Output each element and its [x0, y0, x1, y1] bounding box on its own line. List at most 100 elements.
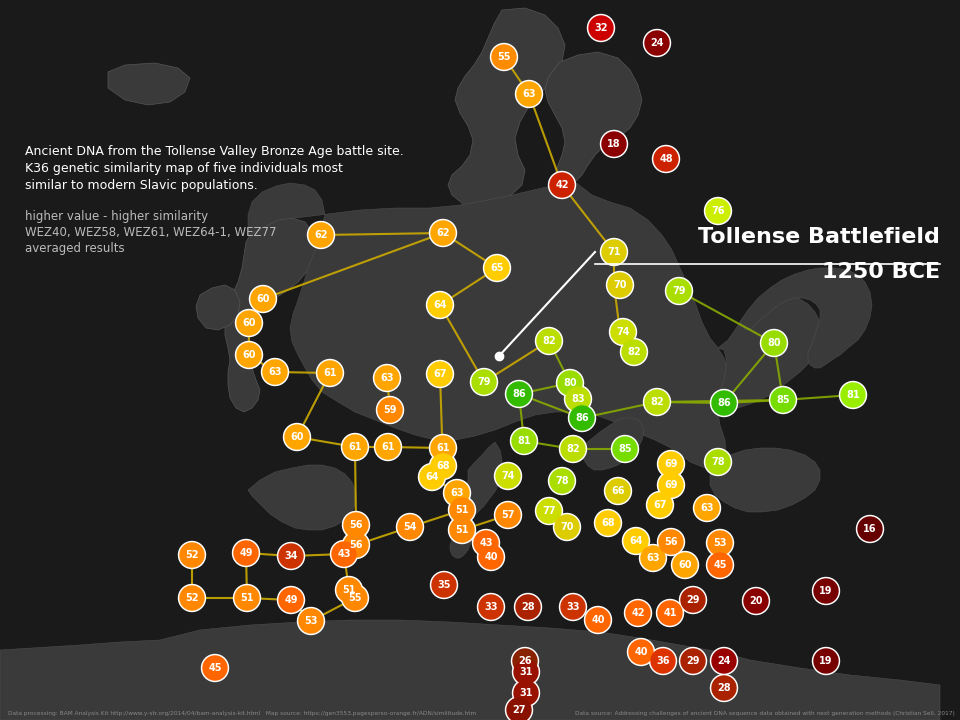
- Circle shape: [839, 382, 867, 408]
- Circle shape: [554, 513, 581, 541]
- Circle shape: [307, 222, 334, 248]
- Circle shape: [514, 681, 538, 705]
- Circle shape: [588, 14, 614, 42]
- Circle shape: [762, 331, 786, 355]
- Circle shape: [566, 387, 590, 411]
- Circle shape: [536, 498, 563, 524]
- Circle shape: [555, 515, 579, 539]
- Circle shape: [507, 382, 531, 406]
- Circle shape: [235, 586, 259, 610]
- Circle shape: [279, 544, 303, 568]
- Text: 64: 64: [433, 300, 446, 310]
- Circle shape: [279, 588, 303, 612]
- Circle shape: [858, 517, 882, 541]
- Circle shape: [479, 545, 503, 569]
- Circle shape: [426, 361, 453, 387]
- Circle shape: [516, 81, 542, 107]
- Text: 78: 78: [711, 457, 725, 467]
- Circle shape: [448, 497, 475, 523]
- Circle shape: [180, 543, 204, 567]
- Circle shape: [658, 472, 684, 498]
- Text: 42: 42: [632, 608, 645, 618]
- Circle shape: [561, 595, 585, 619]
- Circle shape: [610, 318, 636, 346]
- Circle shape: [856, 516, 883, 542]
- Circle shape: [450, 518, 474, 542]
- Circle shape: [585, 606, 612, 634]
- Circle shape: [299, 609, 323, 633]
- Circle shape: [343, 531, 370, 559]
- Circle shape: [841, 383, 865, 407]
- Circle shape: [277, 542, 304, 570]
- Circle shape: [430, 572, 458, 598]
- Text: 20: 20: [749, 596, 763, 606]
- Circle shape: [658, 601, 682, 625]
- Circle shape: [309, 223, 333, 247]
- Text: 24: 24: [650, 38, 663, 48]
- Text: 40: 40: [591, 615, 605, 625]
- Circle shape: [250, 286, 276, 312]
- Text: 59: 59: [383, 405, 396, 415]
- Circle shape: [330, 541, 357, 567]
- Circle shape: [641, 546, 665, 570]
- Polygon shape: [448, 8, 565, 288]
- Text: K36 genetic similarity map of five individuals most: K36 genetic similarity map of five indiv…: [25, 162, 343, 175]
- Text: 34: 34: [284, 551, 298, 561]
- Text: 53: 53: [304, 616, 318, 626]
- Circle shape: [560, 593, 587, 621]
- Text: 70: 70: [561, 522, 574, 532]
- Circle shape: [695, 496, 719, 520]
- Circle shape: [429, 434, 457, 462]
- Circle shape: [605, 477, 632, 505]
- Text: 31: 31: [519, 688, 533, 698]
- Text: WEZ40, WEZ58, WEZ61, WEZ64-1, WEZ77: WEZ40, WEZ58, WEZ61, WEZ64-1, WEZ77: [25, 226, 276, 239]
- Text: 60: 60: [242, 350, 255, 360]
- Circle shape: [506, 380, 533, 408]
- Text: 52: 52: [185, 593, 199, 603]
- Circle shape: [550, 469, 574, 493]
- Circle shape: [513, 659, 540, 685]
- Circle shape: [812, 647, 839, 675]
- Circle shape: [814, 649, 838, 673]
- Text: 60: 60: [256, 294, 270, 304]
- Circle shape: [665, 277, 692, 305]
- Circle shape: [564, 385, 591, 413]
- Text: 81: 81: [846, 390, 860, 400]
- Circle shape: [673, 553, 697, 577]
- Text: 82: 82: [650, 397, 663, 407]
- Circle shape: [419, 464, 445, 490]
- Circle shape: [514, 660, 538, 684]
- Circle shape: [659, 473, 683, 497]
- Text: 68: 68: [601, 518, 614, 528]
- Circle shape: [611, 320, 635, 344]
- Circle shape: [548, 467, 575, 495]
- Circle shape: [234, 541, 258, 565]
- Circle shape: [429, 452, 457, 480]
- Circle shape: [561, 437, 585, 461]
- Circle shape: [342, 585, 369, 611]
- Circle shape: [492, 45, 516, 69]
- Circle shape: [550, 173, 574, 197]
- Circle shape: [180, 586, 204, 610]
- Circle shape: [712, 676, 736, 700]
- Polygon shape: [225, 218, 318, 412]
- Text: 27: 27: [513, 705, 526, 715]
- Text: 1250 BCE: 1250 BCE: [822, 262, 940, 282]
- Circle shape: [646, 492, 674, 518]
- Circle shape: [537, 329, 561, 353]
- Circle shape: [261, 359, 289, 385]
- Circle shape: [659, 452, 683, 476]
- Circle shape: [671, 552, 699, 578]
- Text: 82: 82: [542, 336, 556, 346]
- Circle shape: [450, 498, 474, 522]
- Circle shape: [650, 647, 677, 675]
- Circle shape: [511, 428, 538, 454]
- Text: 82: 82: [627, 347, 641, 357]
- Text: 26: 26: [518, 656, 532, 666]
- Text: 51: 51: [240, 593, 253, 603]
- Text: 49: 49: [284, 595, 298, 605]
- Circle shape: [485, 256, 509, 280]
- Circle shape: [548, 171, 575, 199]
- Circle shape: [343, 586, 367, 610]
- Text: 29: 29: [686, 595, 700, 605]
